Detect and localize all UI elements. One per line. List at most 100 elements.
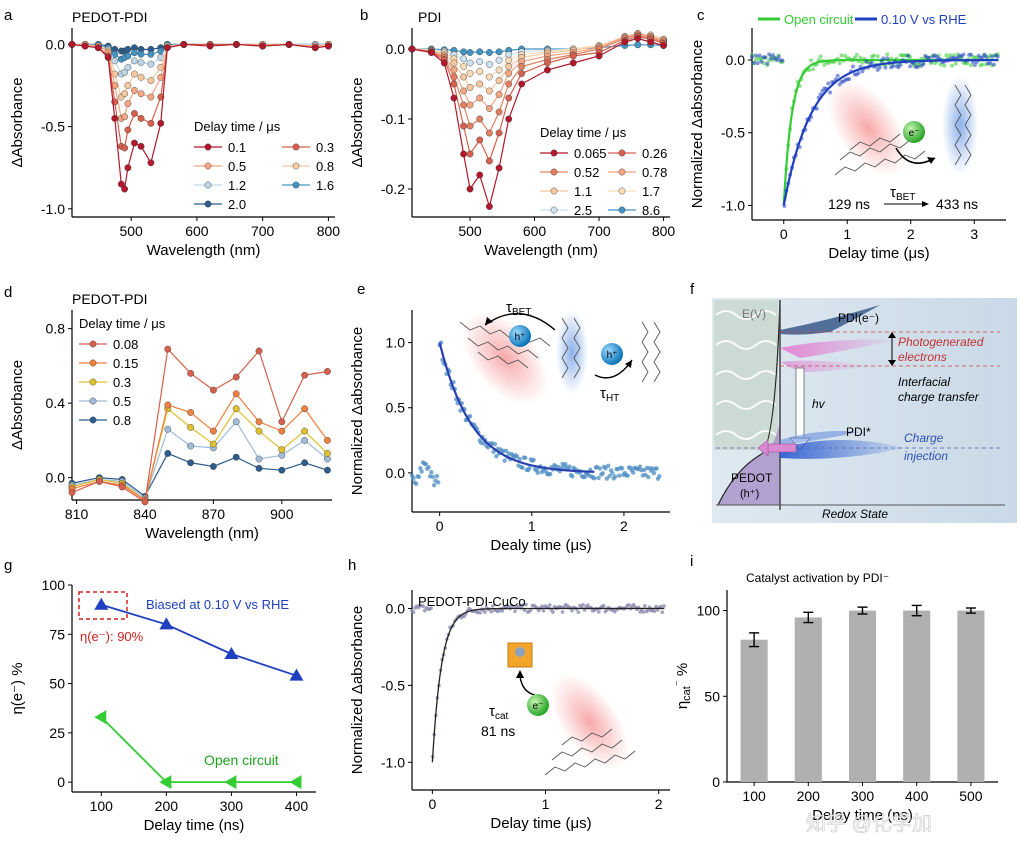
data-point	[540, 604, 544, 609]
chart-g: 0 25 50 75 100 100 200 300 400 Delay time (ns) η(e…	[9, 577, 316, 834]
x-tick-label: 810	[65, 506, 89, 522]
legend-marker	[204, 181, 212, 189]
data-point	[121, 185, 129, 193]
open-circuit-label: Open circuit	[204, 752, 279, 768]
data-point	[421, 604, 425, 608]
data-point	[606, 463, 611, 468]
data-point	[513, 609, 517, 614]
data-point	[601, 604, 606, 608]
bar	[957, 610, 985, 782]
data-point	[467, 414, 473, 419]
legend-marker	[550, 168, 558, 176]
data-point	[927, 55, 932, 60]
data-point	[147, 50, 155, 58]
data-point	[769, 56, 774, 61]
y-tick-label: 0.0	[726, 52, 746, 68]
panel-letter-b: b	[360, 7, 368, 24]
legend-label: 1.1	[574, 184, 592, 199]
data-point	[285, 41, 293, 48]
data-point	[596, 475, 601, 481]
data-point	[418, 466, 423, 471]
panel-h-sample-label: PEDOT-PDI-CuCo	[418, 594, 526, 609]
panel-i-title: Catalyst activation by PDI⁻	[746, 571, 889, 585]
data-point	[858, 55, 863, 60]
data-point	[877, 65, 882, 70]
data-point	[137, 142, 145, 150]
data-point	[505, 70, 513, 77]
data-point	[944, 53, 949, 58]
data-point	[131, 110, 138, 117]
x-tick-label: 1	[843, 226, 851, 242]
pedot-blue-glow-e	[556, 310, 588, 394]
data-point	[427, 49, 435, 56]
data-point	[111, 57, 119, 65]
y-tick-label: 75	[49, 626, 65, 642]
data-point	[535, 470, 540, 476]
data-point	[634, 35, 642, 42]
x-tick-label: 2	[655, 796, 663, 812]
data-point	[164, 345, 172, 353]
data-point	[324, 368, 331, 375]
data-point	[503, 448, 509, 453]
data-point	[466, 122, 474, 130]
data-point	[413, 481, 419, 487]
panel-d-sample-label: PEDOT-PDI	[72, 291, 147, 307]
data-point	[995, 54, 1000, 59]
x-tick-label: 700	[587, 223, 611, 239]
series-line	[71, 43, 329, 191]
eta-highlight-box	[78, 591, 128, 620]
data-point	[544, 59, 551, 67]
data-point	[325, 42, 332, 50]
legend-label: 0.52	[574, 165, 599, 180]
y-tick-label: -1.0	[381, 754, 405, 770]
data-point	[460, 101, 467, 109]
data-point	[915, 64, 920, 69]
data-point	[426, 464, 431, 470]
data-point	[485, 87, 493, 95]
tau-subscript: cat	[495, 711, 509, 722]
tau-symbol: τ	[489, 703, 495, 720]
data-point	[68, 489, 76, 496]
data-point	[131, 87, 138, 94]
pedot-chain-icon-e	[561, 317, 581, 379]
data-point	[311, 44, 319, 52]
fit-line	[782, 58, 999, 206]
hole-label-e2: h⁺	[607, 350, 618, 361]
legend-marker	[89, 416, 97, 424]
data-point	[278, 466, 286, 474]
tau-cat-h: τcat	[489, 703, 508, 722]
data-point	[94, 597, 109, 610]
data-point	[870, 60, 875, 65]
pedot-chain-icon-e2	[641, 321, 661, 383]
data-point	[476, 48, 484, 56]
data-point	[460, 55, 467, 63]
data-point	[988, 61, 993, 66]
chart-c: 0.0 -0.5 -1.0 0 1 2 3 Delay time (μs) Normalized…	[689, 12, 1006, 262]
data-point	[757, 53, 762, 58]
y-label-eta: η	[674, 701, 691, 709]
data-point	[485, 61, 493, 68]
pedot-blue-glow	[942, 75, 978, 175]
data-point	[124, 64, 132, 71]
data-point	[466, 84, 474, 91]
data-point	[839, 53, 844, 58]
tau-arrowhead-c	[922, 201, 929, 207]
x-axis-label: Wavelength (nm)	[147, 242, 261, 259]
data-point	[490, 604, 495, 608]
y-label-sup: ⁻	[673, 680, 685, 686]
data-point	[301, 427, 309, 435]
y-tick-label: -0.5	[381, 677, 405, 693]
panel-letter-g: g	[4, 557, 12, 574]
chart-h: 0.0 -0.5 -1.0 0 1 2 Delay time (μs) Normalized …	[349, 590, 670, 832]
data-point	[864, 59, 869, 64]
data-point	[141, 498, 149, 506]
bar	[740, 639, 768, 782]
data-point	[495, 108, 503, 116]
bar	[903, 610, 931, 782]
series-line	[71, 420, 328, 500]
legend-title: Delay time / μs	[194, 119, 281, 134]
panel-letter-a: a	[4, 7, 13, 24]
data-point	[118, 483, 126, 491]
eta-label: η(e⁻): 90%	[80, 629, 144, 644]
data-point	[147, 60, 155, 68]
